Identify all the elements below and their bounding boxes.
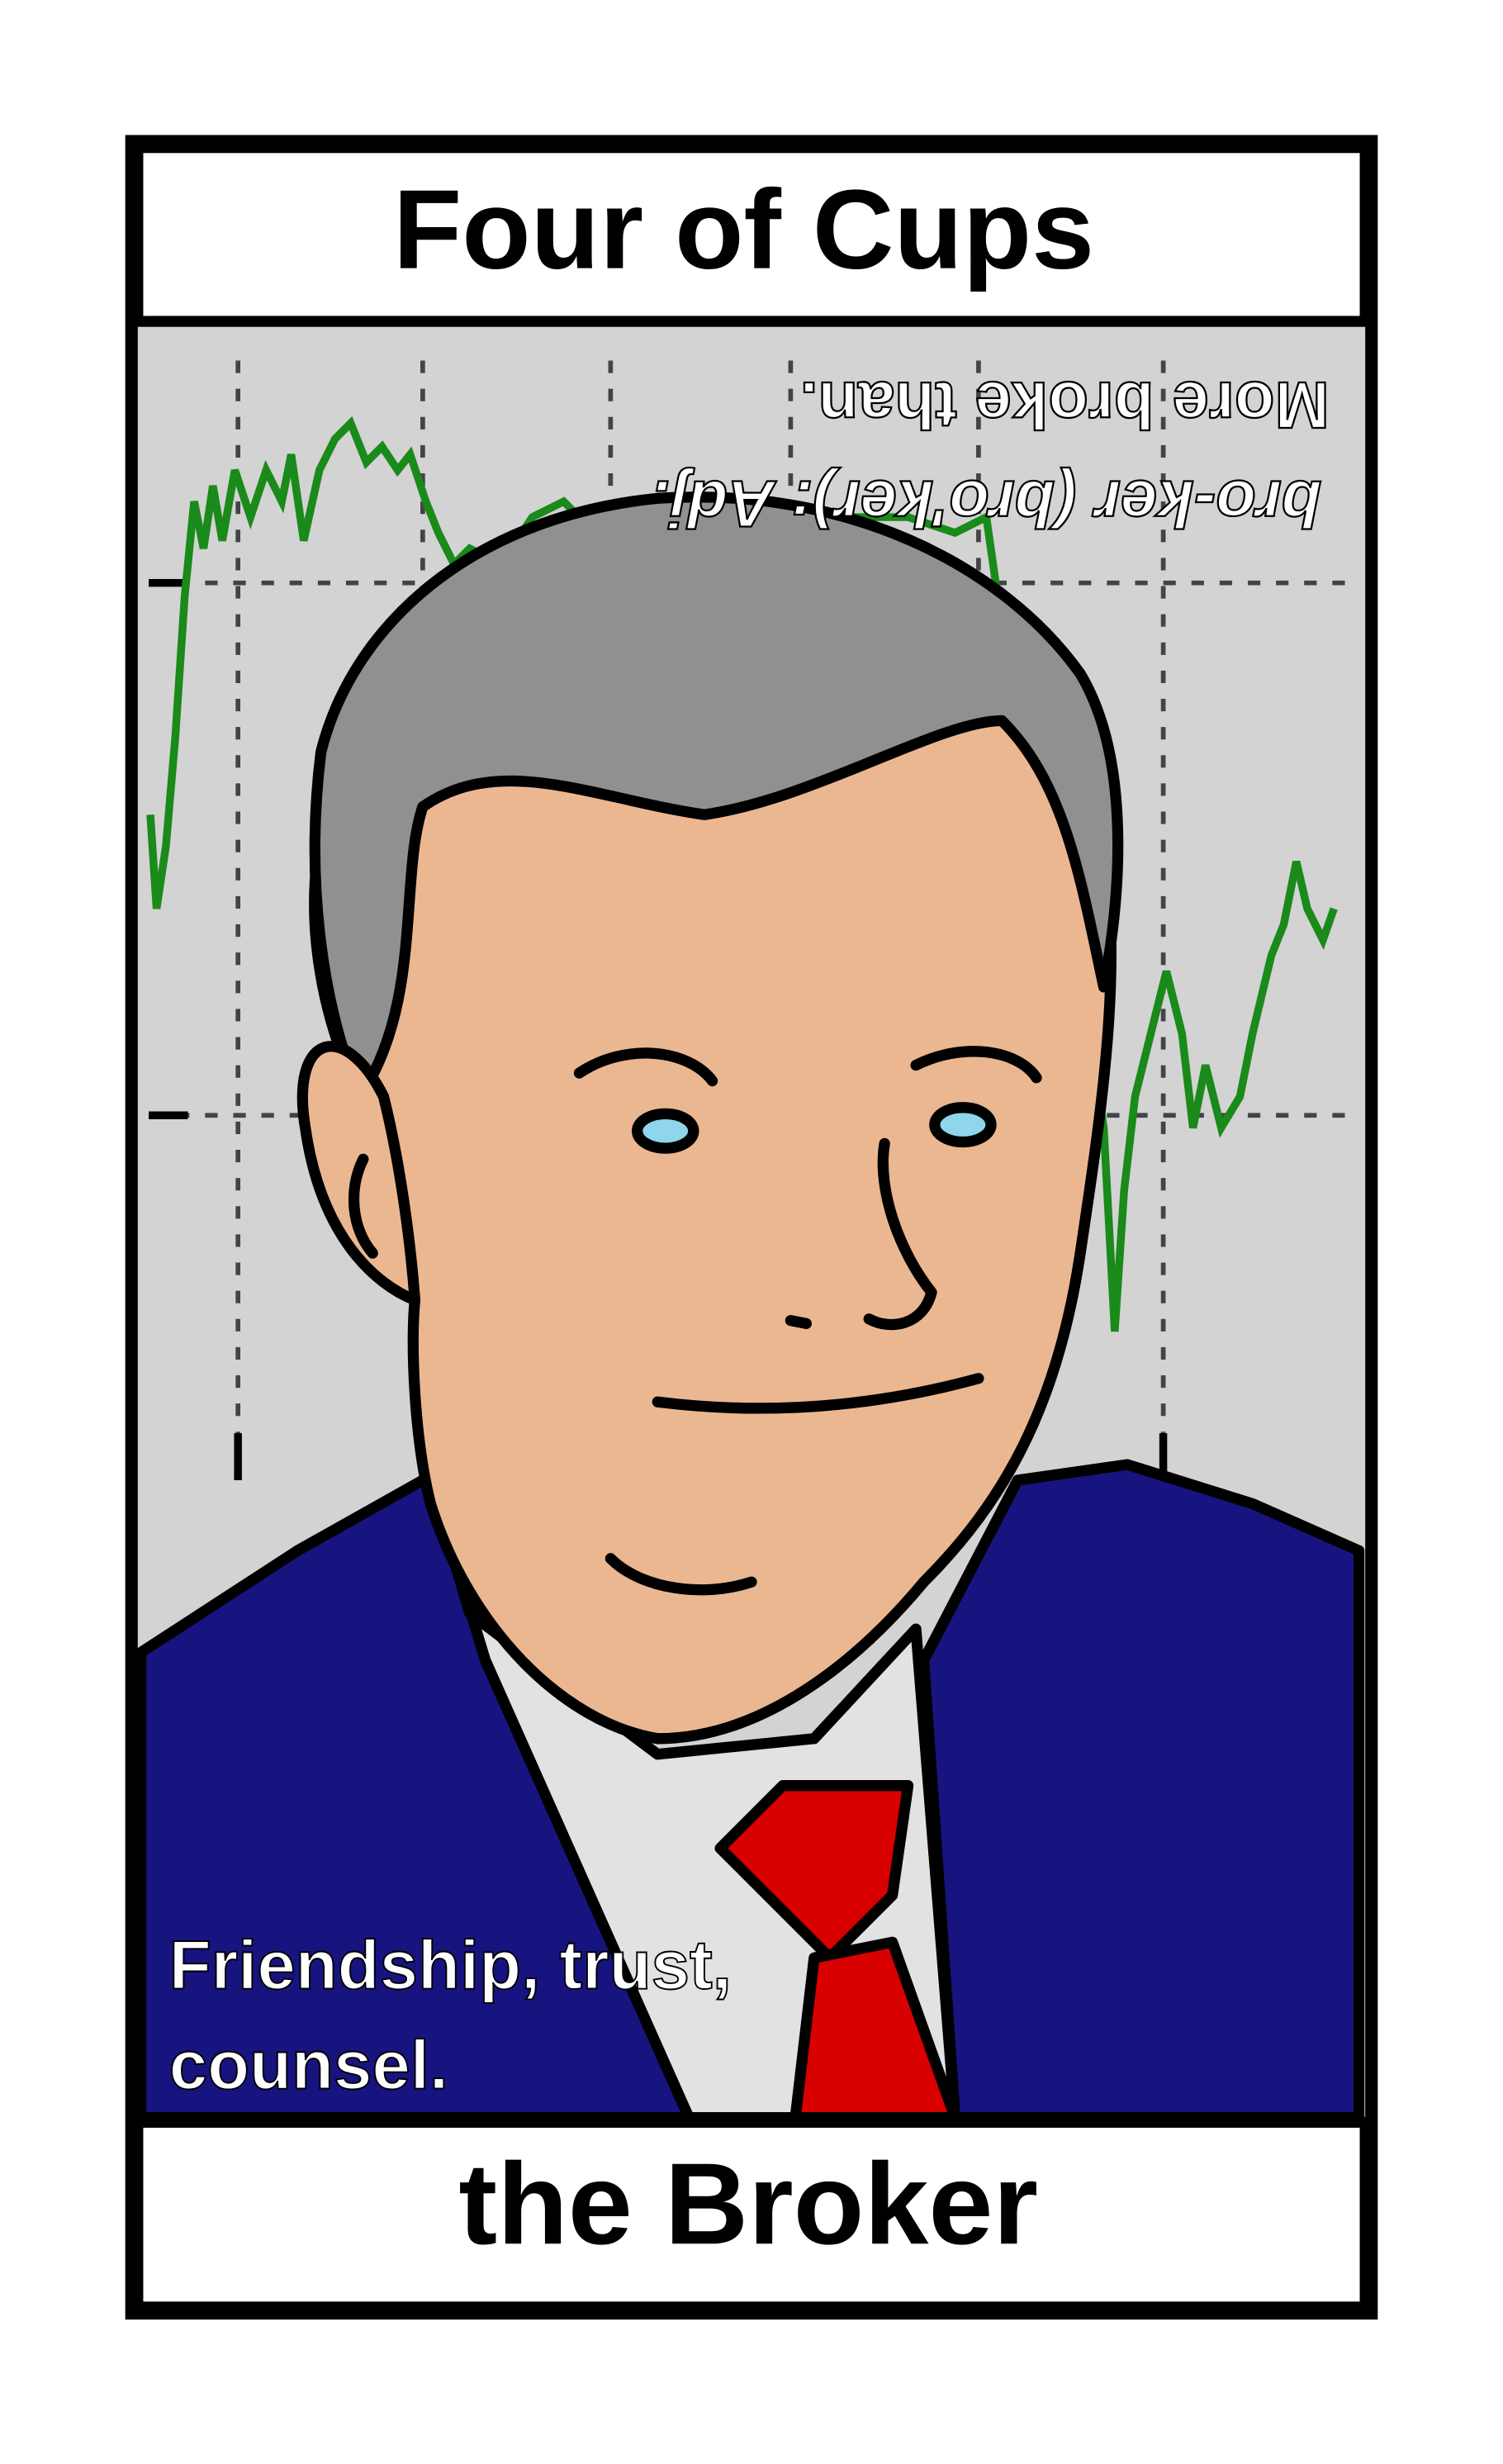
caption-line: counsel. bbox=[169, 2026, 448, 2104]
definition-line: bro-ker (bro'ker): Adj. bbox=[651, 467, 1321, 540]
definition-line: More broke than. bbox=[799, 368, 1329, 442]
card-name: the Broker bbox=[458, 2139, 1038, 2268]
hair bbox=[309, 491, 1124, 1103]
ear-detail bbox=[348, 1153, 378, 1259]
nose bbox=[863, 1137, 937, 1331]
suit-right bbox=[917, 1459, 1365, 2124]
card-title: Four of Cups bbox=[393, 166, 1094, 292]
caption-line: Friendship, trust, bbox=[169, 1925, 732, 2003]
tie bbox=[714, 1780, 914, 1963]
brow-right bbox=[910, 1046, 1042, 1084]
card-frame bbox=[125, 135, 1378, 2320]
mouth bbox=[652, 1373, 984, 1414]
brow-left bbox=[573, 1047, 718, 1087]
nose-dot bbox=[785, 1314, 812, 1330]
eye-left bbox=[631, 1108, 699, 1154]
chin bbox=[605, 1553, 757, 1596]
eye-right bbox=[929, 1102, 997, 1148]
